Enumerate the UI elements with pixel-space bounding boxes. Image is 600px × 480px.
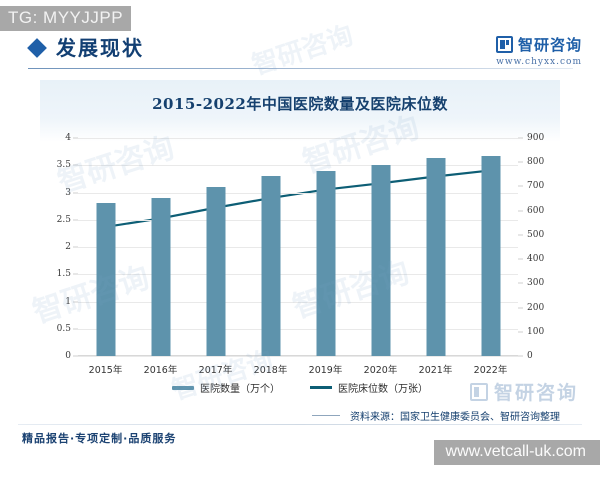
y-axis-left-tick-mark [73, 219, 78, 221]
grid-line [78, 192, 518, 194]
y-axis-left-tick: 2 [65, 242, 71, 252]
diamond-icon [27, 38, 47, 58]
x-axis-label: 2019年 [308, 365, 343, 376]
legend-label-bar: 医院数量（万个） [200, 384, 280, 395]
y-axis-right-tick-mark [518, 161, 523, 163]
y-axis-left-tick-mark [73, 164, 78, 166]
y-axis-right-tick: 0 [527, 351, 533, 361]
bar-2017年[interactable] [206, 187, 225, 356]
y-axis-left-tick: 3 [65, 187, 71, 198]
tg-overlay-tag: TG: MYYJJPP [0, 6, 132, 31]
brand-logo: 智研咨询 www.chyxx.com [495, 34, 582, 67]
y-axis-right-tick: 900 [527, 133, 545, 143]
y-axis-right-tick: 100 [527, 326, 545, 337]
url-watermark-badge: www.vetcall-uk.com [433, 440, 600, 465]
x-axis-label: 2021年 [418, 365, 453, 376]
y-axis-right-tick-mark [518, 258, 523, 260]
y-axis-right-tick: 300 [527, 278, 545, 289]
y-axis-right-tick: 700 [527, 181, 545, 192]
grid-line [78, 328, 518, 330]
bar-2021年[interactable] [426, 158, 445, 356]
grid-line [78, 356, 518, 357]
bar-2016年[interactable] [151, 197, 170, 356]
footer-divider [18, 424, 582, 425]
y-axis-left-tick: 4 [65, 133, 71, 143]
x-axis-label: 2020年 [363, 365, 398, 376]
y-axis-right-tick: 800 [527, 157, 545, 168]
bar-2019年[interactable] [316, 170, 335, 356]
bar-2022年[interactable] [481, 156, 500, 356]
section-title: 发展现状 [56, 36, 144, 60]
y-axis-right-tick: 500 [527, 229, 545, 240]
y-axis-left-tick: 1 [65, 296, 71, 307]
chart-card: 2015-2022年中国医院数量及医院床位数 0 0.5 1 1.5 2 2.5 3 3.5 4… [40, 80, 560, 405]
y-axis-right-tick-mark [518, 185, 523, 187]
brand-watermark: 智研咨询 [469, 378, 578, 405]
brand-watermark-mark-icon [469, 382, 488, 401]
page-header: 发展现状 智研咨询 www.chyxx.com [0, 30, 600, 78]
grid-line [78, 219, 518, 221]
y-axis-left-tick-mark [73, 301, 78, 302]
bar-2015年[interactable] [96, 203, 115, 356]
brand-name: 智研咨询 [517, 36, 582, 54]
grid-line [78, 138, 518, 139]
x-axis-label: 2018年 [253, 365, 288, 376]
y-axis-right-tick-mark [518, 307, 523, 309]
x-axis-line [78, 355, 518, 356]
y-axis-left-tick: 0 [65, 351, 71, 361]
y-axis-left-tick-mark [73, 246, 78, 248]
chart-plot-area: 0 0.5 1 1.5 2 2.5 3 3.5 4 0 100 200 300 400 500 600 700 8… [57, 133, 545, 376]
legend-label-line: 医院床位数（万张） [338, 384, 428, 395]
brand-mark-icon [495, 36, 513, 53]
y-axis-right-tick-mark [518, 355, 523, 357]
x-axis-label: 2017年 [198, 365, 233, 376]
y-axis-left-tick: 0.5 [56, 323, 71, 334]
brand-url: www.chyxx.com [496, 57, 582, 67]
x-axis-label: 2015年 [88, 365, 123, 376]
y-axis-left-tick: 1.5 [56, 269, 71, 280]
chart-legend: 医院数量（万个） 医院床位数（万张） [40, 380, 560, 395]
footer-tagline: 精品报告·专项定制·品质服务 [22, 432, 177, 445]
bar-2018年[interactable] [261, 176, 280, 356]
source-row: 资料来源：国家卫生健康委员会、智研咨询整理 [40, 408, 560, 423]
grid-line [78, 301, 518, 303]
y-axis-right-tick-mark [518, 137, 523, 139]
x-axis-label: 2022年 [473, 365, 508, 376]
y-axis-right-tick: 600 [527, 205, 545, 216]
bar-2020年[interactable] [371, 165, 390, 356]
y-axis-left-tick-mark [73, 137, 78, 139]
y-axis-left-tick-mark [73, 328, 78, 330]
legend-swatch-bar-icon [172, 385, 194, 390]
legend-item-line[interactable]: 医院床位数（万张） [310, 380, 428, 395]
grid-line [78, 165, 518, 167]
x-axis-label: 2016年 [143, 365, 178, 376]
y-axis-left-tick: 2.5 [56, 214, 71, 225]
y-axis-left-tick-mark [73, 355, 78, 357]
brand-watermark-text: 智研咨询 [493, 383, 578, 404]
y-axis-right-tick-mark [518, 210, 523, 212]
header-divider [28, 68, 573, 69]
y-axis-right-tick: 200 [527, 302, 545, 313]
grid-line [78, 247, 518, 248]
y-axis-left-tick-mark [73, 192, 78, 193]
grid-line [78, 274, 518, 276]
y-axis-left-tick: 3.5 [56, 160, 71, 171]
y-axis-left-tick-mark [73, 273, 78, 275]
legend-item-bar[interactable]: 医院数量（万个） [172, 380, 280, 395]
y-axis-right-tick-mark [518, 331, 523, 333]
source-text: 资料来源：国家卫生健康委员会、智研咨询整理 [350, 412, 560, 423]
y-axis-right-tick: 400 [527, 254, 545, 265]
legend-swatch-line-icon [310, 386, 332, 389]
y-axis-right-tick-mark [518, 234, 523, 236]
y-axis-right-tick-mark [518, 282, 523, 284]
chart-title: 2015-2022年中国医院数量及医院床位数 [152, 95, 448, 113]
source-divider [312, 415, 340, 416]
